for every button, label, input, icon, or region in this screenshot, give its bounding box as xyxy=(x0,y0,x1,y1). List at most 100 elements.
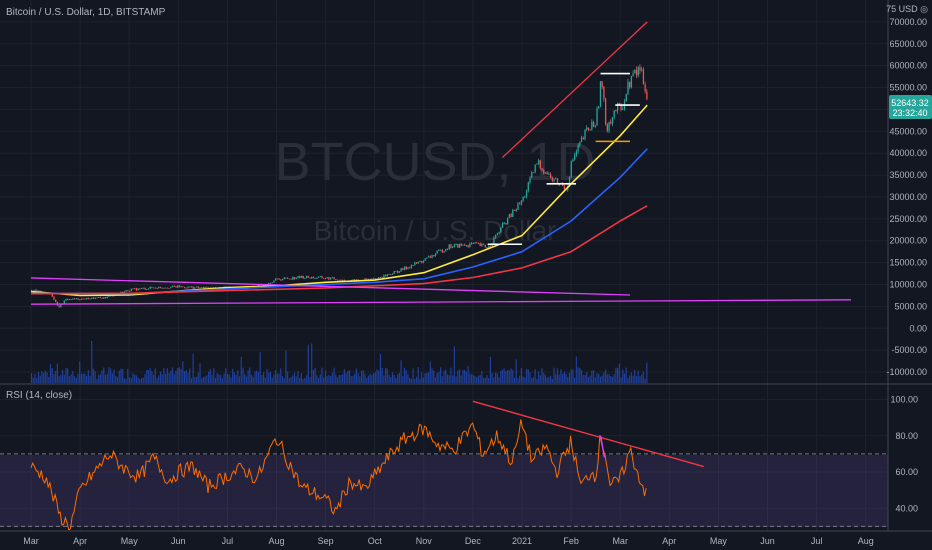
volume-bar xyxy=(383,375,385,383)
candle-body xyxy=(305,276,308,278)
volume-bar xyxy=(283,378,285,383)
volume-bar xyxy=(118,370,120,383)
price-trendline[interactable] xyxy=(30,277,631,296)
volume-bar xyxy=(43,373,45,383)
candle-body xyxy=(546,172,548,175)
candle-body xyxy=(515,209,517,211)
candle-body xyxy=(278,278,280,280)
volume-bar xyxy=(189,368,191,383)
candle-body xyxy=(549,174,552,178)
candle-body xyxy=(335,279,337,281)
price-tick-label: 10000.00 xyxy=(889,280,927,290)
watermark-symbol: BTCUSD, 1D xyxy=(274,132,595,192)
candle-body xyxy=(326,277,328,279)
volume-bar xyxy=(345,372,347,383)
trendlines[interactable] xyxy=(30,21,851,305)
candle-body xyxy=(271,282,273,284)
price-unit-label[interactable]: 75 USD ◎ xyxy=(886,4,928,14)
candle-body xyxy=(292,276,294,280)
volume-bar xyxy=(494,372,497,383)
candle-body xyxy=(400,268,402,272)
volume-bar xyxy=(146,369,148,383)
volume-bar xyxy=(242,367,244,383)
candle-body xyxy=(189,286,191,288)
volume-bar xyxy=(99,374,101,383)
volume-bar xyxy=(128,377,131,383)
candle-body xyxy=(36,289,38,291)
candle-body xyxy=(108,295,110,297)
volume-bar xyxy=(194,377,196,383)
price-trendline[interactable] xyxy=(30,299,851,305)
volume-bar xyxy=(537,371,540,383)
volume-bar xyxy=(646,362,648,383)
volume-bar xyxy=(501,369,504,383)
candle-body xyxy=(87,297,90,300)
candle-body xyxy=(268,283,270,285)
candle-body xyxy=(503,222,505,224)
volume-bar xyxy=(269,371,272,383)
moving-average-line xyxy=(30,104,648,297)
volume-bar xyxy=(426,373,428,383)
volume-bar xyxy=(541,368,543,383)
volume-bar xyxy=(290,377,292,383)
candle-body xyxy=(177,285,179,288)
candle-body xyxy=(163,287,165,289)
candle-body xyxy=(300,275,303,278)
volume-bar xyxy=(469,373,471,383)
candle-body xyxy=(625,94,627,102)
rsi-trendline[interactable] xyxy=(599,435,606,458)
volume-bar xyxy=(211,374,213,383)
candle-body xyxy=(34,289,36,292)
volume-bar xyxy=(61,369,64,383)
candle-body xyxy=(641,69,643,71)
candle-body xyxy=(58,305,60,308)
candle-body xyxy=(537,160,540,164)
price-tick-label: 60000.00 xyxy=(889,61,927,71)
rsi-trendlines[interactable] xyxy=(472,400,704,468)
time-axis[interactable]: Mar Apr May Jun Jul Aug Sep Oct Nov Dec 2021 Feb Mar… xyxy=(23,536,873,546)
rsi-tick-label: 60.00 xyxy=(895,467,918,477)
rsi-pane-title[interactable]: RSI (14, close) xyxy=(6,390,72,401)
volume-bar xyxy=(412,368,414,383)
price-tick-label: 20000.00 xyxy=(889,236,927,246)
candle-body xyxy=(342,279,344,281)
price-tick-label: 25000.00 xyxy=(889,214,927,224)
last-price-tag-bg xyxy=(889,95,932,119)
price-axis[interactable]: 70000.0065000.0060000.0055000.0050000.00… xyxy=(886,17,927,377)
volume-bar xyxy=(529,372,531,383)
price-pane-title[interactable]: Bitcoin / U.S. Dollar, 1D, BITSTAMP xyxy=(6,7,166,18)
volume-bar xyxy=(644,378,646,383)
volume-bar xyxy=(84,373,86,383)
price-tick-label: 35000.00 xyxy=(889,170,927,180)
volume-bar xyxy=(410,378,412,383)
candle-body xyxy=(403,266,406,270)
volume-bar xyxy=(531,377,533,383)
rsi-trendline[interactable] xyxy=(472,400,704,468)
candle-body xyxy=(197,286,199,288)
volume-bar xyxy=(579,367,581,383)
candle-body xyxy=(302,275,304,279)
volume-bar xyxy=(159,371,162,383)
volume-bar xyxy=(617,367,619,383)
candle-body xyxy=(154,287,157,289)
price-trendline[interactable] xyxy=(501,21,648,159)
volume-bar xyxy=(367,375,370,383)
volume-bar xyxy=(433,370,435,383)
time-tick-label: May xyxy=(710,536,728,546)
candle-body xyxy=(618,103,621,105)
candle-body xyxy=(132,288,134,290)
volume-bar xyxy=(562,373,564,383)
candle-body xyxy=(646,91,648,100)
volume-bar xyxy=(453,346,455,383)
rsi-axis[interactable]: 100.00 80.00 60.00 40.00 xyxy=(890,395,918,514)
last-price-tag: 52643.32 23:32:40 xyxy=(889,95,932,119)
volume-bar xyxy=(297,371,299,383)
candle-body xyxy=(101,297,103,299)
volume-bar xyxy=(232,368,234,383)
candle-body xyxy=(395,270,397,272)
candle-body xyxy=(275,278,277,281)
time-tick-label: Mar xyxy=(23,536,39,546)
candle-body xyxy=(206,287,208,288)
rsi-band xyxy=(0,455,888,527)
